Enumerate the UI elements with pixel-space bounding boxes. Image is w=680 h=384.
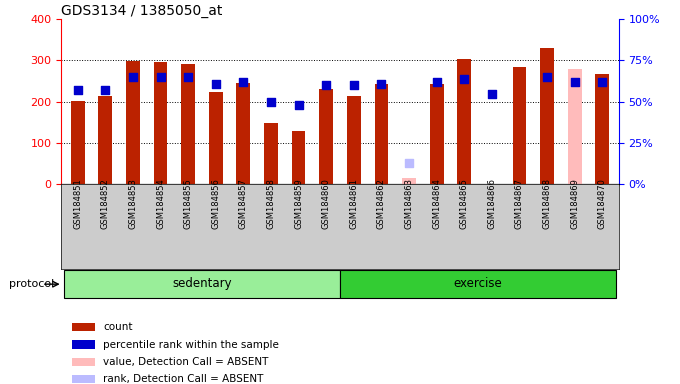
- Point: [459, 76, 470, 82]
- Bar: [402, 178, 416, 184]
- Bar: [264, 123, 278, 184]
- Point: [155, 74, 166, 80]
- Text: protocol: protocol: [9, 279, 54, 289]
- Bar: [237, 83, 250, 184]
- Bar: [347, 96, 360, 184]
- Point: [486, 91, 497, 97]
- Point: [376, 81, 387, 87]
- Bar: [320, 89, 333, 184]
- Point: [403, 160, 414, 166]
- Bar: [99, 96, 112, 184]
- Point: [431, 79, 442, 85]
- Text: rank, Detection Call = ABSENT: rank, Detection Call = ABSENT: [103, 374, 263, 384]
- Bar: [72, 358, 95, 366]
- Point: [321, 82, 332, 88]
- Bar: [595, 74, 609, 184]
- Bar: [209, 92, 222, 184]
- Point: [266, 99, 277, 105]
- Point: [128, 74, 139, 80]
- Point: [238, 79, 249, 85]
- Bar: [340, 270, 616, 298]
- Point: [348, 82, 359, 88]
- Bar: [375, 84, 388, 184]
- Point: [541, 74, 552, 80]
- Bar: [72, 341, 95, 349]
- Bar: [126, 61, 140, 184]
- Point: [72, 87, 83, 93]
- Text: sedentary: sedentary: [172, 277, 232, 290]
- Bar: [513, 67, 526, 184]
- Text: percentile rank within the sample: percentile rank within the sample: [103, 339, 279, 349]
- Bar: [540, 48, 554, 184]
- Point: [293, 102, 304, 108]
- Bar: [154, 62, 167, 184]
- Point: [597, 79, 608, 85]
- Text: GDS3134 / 1385050_at: GDS3134 / 1385050_at: [61, 4, 222, 18]
- Bar: [72, 323, 95, 331]
- Bar: [64, 270, 340, 298]
- Bar: [71, 101, 85, 184]
- Point: [100, 87, 111, 93]
- Point: [569, 79, 580, 85]
- Bar: [458, 59, 471, 184]
- Text: exercise: exercise: [454, 277, 503, 290]
- Bar: [430, 84, 443, 184]
- Point: [183, 74, 194, 80]
- Bar: [72, 375, 95, 383]
- Bar: [568, 69, 581, 184]
- Point: [210, 81, 221, 87]
- Text: value, Detection Call = ABSENT: value, Detection Call = ABSENT: [103, 357, 269, 367]
- Text: count: count: [103, 322, 133, 332]
- Bar: [292, 131, 305, 184]
- Bar: [182, 64, 195, 184]
